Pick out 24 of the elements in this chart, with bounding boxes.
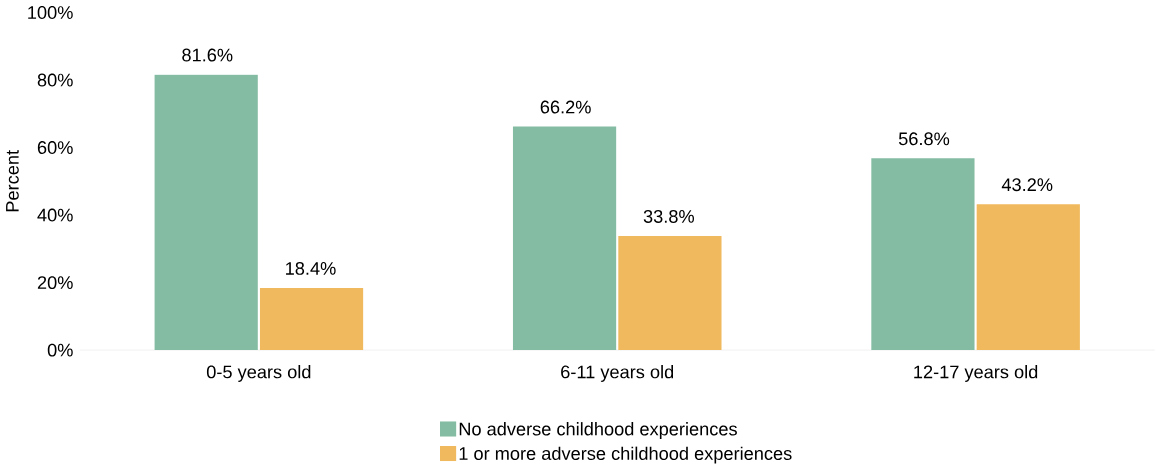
y-tick-label: 100%: [28, 6, 73, 20]
bar: [618, 236, 722, 351]
x-tick-label: 6-11 years old: [561, 365, 674, 383]
y-tick-label: 40%: [37, 208, 73, 222]
legend-label: 1 or more adverse childhood experiences: [459, 446, 792, 464]
bar: [512, 126, 617, 351]
x-tick-label: 0-5 years old: [206, 365, 311, 383]
data-label: 33.8%: [643, 210, 694, 223]
bar: [154, 74, 258, 351]
legend-label: No adverse childhood experiences: [459, 422, 737, 440]
bar: [871, 158, 975, 351]
y-axis-title: Percent: [6, 150, 19, 212]
y-tick-label: 60%: [37, 141, 73, 155]
data-label: 81.6%: [182, 48, 233, 62]
data-label: 43.2%: [1001, 178, 1053, 192]
y-tick-label: 0%: [47, 343, 73, 357]
bar: [259, 288, 364, 351]
y-tick-label: 20%: [37, 276, 73, 290]
y-tick-label: 80%: [37, 73, 73, 87]
x-tick-label: 12-17 years old: [914, 365, 1038, 383]
data-label: 66.2%: [540, 100, 591, 114]
data-label: 18.4%: [286, 262, 336, 275]
data-label: 56.8%: [898, 132, 950, 146]
bar: [976, 204, 1080, 351]
